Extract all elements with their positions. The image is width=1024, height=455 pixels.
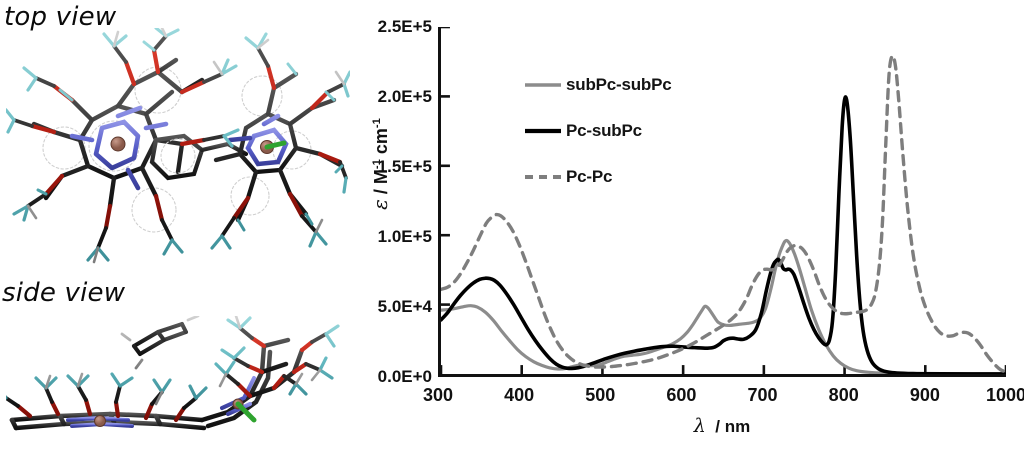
chart-legend: subPc-subPc Pc-subPc Pc-Pc (524, 62, 754, 200)
x-axis-tick-label: 300 (422, 385, 454, 405)
spectrum-curves-svg (441, 27, 1006, 374)
x-axis-unit: nm (724, 417, 751, 436)
molecular-structures-panel: top view (0, 0, 350, 455)
y-axis-tick-labels: 0.0E+0 5.0E+4 1.0E+5 1.5E+5 2.0E+5 2.5E+5 (352, 17, 432, 386)
legend-label: Pc-Pc (566, 167, 613, 186)
legend-item[interactable]: Pc-subPc (524, 108, 754, 154)
spectrum-curve (441, 56, 1006, 372)
y-axis-title: ε / M-1 cm-1 (368, 118, 392, 210)
x-axis-tick-labels: 300 400 500 600 700 800 900 1000 (423, 385, 1024, 409)
y-axis-tick-label: 1.0E+5 (377, 227, 432, 246)
legend-item[interactable]: subPc-subPc (524, 62, 754, 108)
x-axis-title: λ / nm (693, 415, 751, 437)
absorption-spectrum-chart: 0.0E+0 5.0E+4 1.0E+5 1.5E+5 2.0E+5 2.5E+5 ε /… (352, 0, 1024, 455)
molecule-top-view-image (6, 28, 350, 266)
x-axis-symbol: λ (693, 415, 706, 437)
legend-line-icon (524, 78, 562, 92)
y-axis-tick-label: 1.5E+5 (377, 157, 432, 176)
x-axis-tick-label: 900 (909, 385, 940, 405)
plot-area (438, 27, 1006, 377)
legend-item[interactable]: Pc-Pc (524, 154, 754, 200)
x-axis-tick-label: 1000 (985, 385, 1024, 405)
y-axis-exponent-m: -1 (371, 159, 383, 170)
y-axis-symbol: ε (368, 199, 392, 210)
side-view-label: side view (2, 278, 126, 308)
molecule-side-view-svg (6, 316, 340, 431)
y-axis-unit-m: M (371, 169, 391, 185)
y-axis-unit-cm: cm (371, 128, 391, 155)
spectrum-curve (441, 97, 1006, 374)
legend-line-icon (524, 170, 562, 184)
legend-line-icon (524, 124, 562, 138)
molecule-top-view-svg (6, 28, 350, 264)
y-axis-tick-label: 0.0E+0 (377, 367, 432, 386)
spectrum-curve (441, 240, 1006, 373)
y-axis-tick-label: 2.0E+5 (377, 87, 432, 106)
y-axis-exponent-cm: -1 (371, 118, 383, 129)
legend-label: subPc-subPc (566, 75, 672, 94)
x-axis-tick-label: 400 (504, 385, 535, 405)
molecule-side-view-image (6, 316, 350, 452)
y-axis-tick-label: 5.0E+4 (377, 297, 432, 316)
x-axis-tick-label: 600 (666, 385, 697, 405)
x-axis-tick-label: 800 (828, 385, 859, 405)
x-axis-tick-label: 500 (585, 385, 616, 405)
top-view-label: top view (4, 2, 117, 32)
legend-label: Pc-subPc (566, 121, 642, 140)
y-axis-tick-label: 2.5E+5 (377, 17, 432, 36)
x-axis-tick-label: 700 (747, 385, 778, 405)
